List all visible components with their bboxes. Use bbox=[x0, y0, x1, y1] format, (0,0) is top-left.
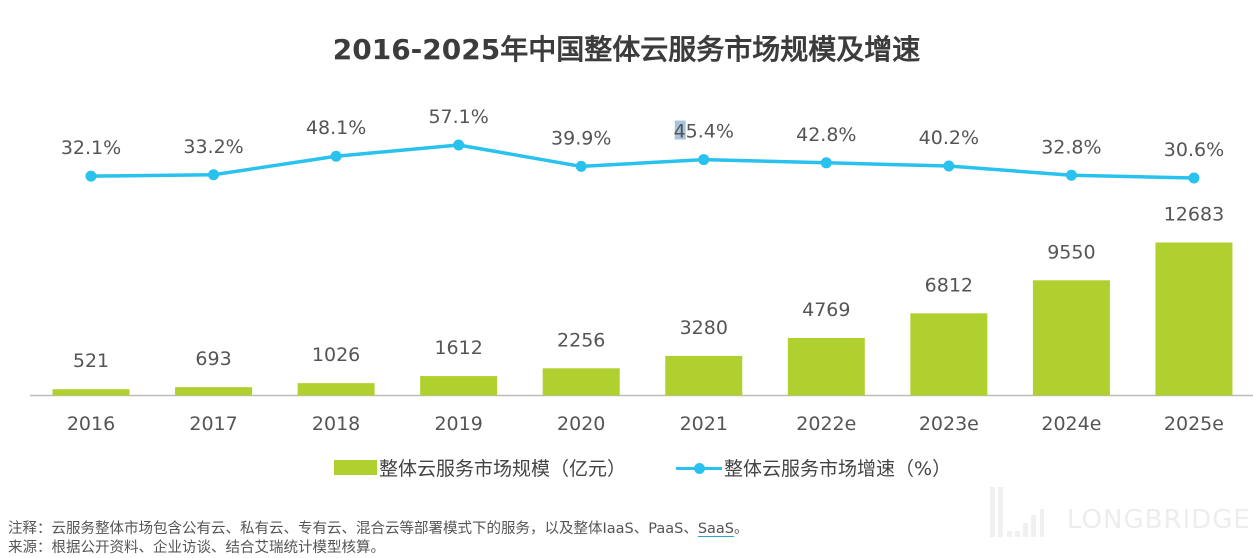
growth-value-label: 32.8% bbox=[1041, 136, 1101, 158]
legend-line-swatch bbox=[676, 461, 723, 475]
bar-value-label: 2256 bbox=[557, 329, 605, 351]
bar-value-label: 4769 bbox=[802, 299, 850, 321]
growth-value-label: 30.6% bbox=[1164, 139, 1224, 161]
source-line: 来源：根据公开资料、企业访谈、结合艾瑞统计模型核算。 bbox=[8, 540, 385, 556]
bar-2017 bbox=[175, 387, 253, 396]
text-selection-highlight bbox=[674, 120, 686, 140]
x-tick-label: 2018 bbox=[312, 413, 360, 435]
bar-value-label: 3280 bbox=[680, 317, 728, 339]
growth-point-2025e bbox=[1188, 172, 1200, 184]
growth-point-2024e bbox=[1065, 169, 1077, 181]
x-tick-label: 2016 bbox=[67, 413, 115, 435]
growth-point-2023e bbox=[943, 160, 955, 172]
note-text: 注释：云服务整体市场包含公有云、私有云、专有云、混合云等部署模式下的服务，以及整… bbox=[8, 521, 698, 537]
bar-value-label: 693 bbox=[195, 348, 231, 370]
combo-chart: 521 2016 693 2017 1026 2018 1612 2019 2256 2020 32… bbox=[30, 106, 1253, 435]
bar-2020 bbox=[542, 368, 620, 396]
x-tick-label: 2020 bbox=[557, 413, 605, 435]
bar-value-label: 1612 bbox=[434, 337, 482, 359]
x-tick-label: 2017 bbox=[189, 413, 237, 435]
chart-title: 2016-2025年中国整体云服务市场规模及增速 bbox=[332, 33, 921, 66]
bar-2025e bbox=[1155, 242, 1233, 396]
bar-2019 bbox=[420, 376, 498, 396]
x-tick-label: 2023e bbox=[919, 413, 979, 435]
growth-value-label: 57.1% bbox=[428, 106, 488, 128]
x-tick-label: 2019 bbox=[434, 413, 482, 435]
bar-2016 bbox=[52, 389, 130, 396]
bar-2023e bbox=[910, 313, 988, 396]
growth-value-label: 42.8% bbox=[796, 124, 856, 146]
note-line: 注释：云服务整体市场包含公有云、私有云、专有云、混合云等部署模式下的服务，以及整… bbox=[8, 520, 749, 539]
growth-line bbox=[90, 143, 1194, 180]
bar-value-label: 6812 bbox=[925, 274, 973, 296]
bar-2018 bbox=[297, 383, 375, 396]
bar-value-label: 521 bbox=[73, 350, 109, 372]
growth-point-2019 bbox=[453, 139, 465, 151]
legend-line-label: 整体云服务市场增速（%） bbox=[724, 458, 952, 480]
bar-value-label: 9550 bbox=[1047, 241, 1095, 263]
growth-point-2022e bbox=[820, 157, 832, 169]
growth-value-label: 33.2% bbox=[183, 136, 243, 158]
x-tick-label: 2025e bbox=[1164, 413, 1224, 435]
legend-bar-swatch bbox=[334, 460, 377, 475]
longbridge-logo-icon bbox=[990, 487, 1045, 537]
growth-value-label: 45.4% bbox=[674, 121, 734, 143]
bar-2022e bbox=[787, 337, 865, 396]
growth-value-label: 39.9% bbox=[551, 127, 611, 149]
growth-point-2021 bbox=[698, 154, 710, 166]
growth-value-label: 40.2% bbox=[919, 127, 979, 149]
legend-item-line: 整体云服务市场增速（%） bbox=[676, 454, 951, 481]
growth-point-2016 bbox=[85, 170, 97, 182]
x-tick-label: 2021 bbox=[680, 413, 728, 435]
growth-point-2017 bbox=[208, 169, 220, 181]
growth-point-2018 bbox=[330, 150, 342, 162]
footnotes: 注释：云服务整体市场包含公有云、私有云、专有云、混合云等部署模式下的服务，以及整… bbox=[8, 520, 749, 558]
legend-bar-label: 整体云服务市场规模（亿元） bbox=[379, 458, 627, 480]
growth-value-label: 32.1% bbox=[61, 137, 121, 159]
legend-item-bar: 整体云服务市场规模（亿元） bbox=[334, 454, 626, 481]
x-tick-label: 2022e bbox=[796, 413, 856, 435]
note-saas-link[interactable]: SaaS bbox=[697, 521, 735, 537]
growth-point-2020 bbox=[575, 160, 587, 172]
watermark: LONGBRIDGE bbox=[990, 487, 1251, 537]
bar-2024e bbox=[1032, 280, 1110, 396]
bar-value-label: 12683 bbox=[1164, 204, 1224, 226]
note-suffix: 。 bbox=[734, 521, 749, 537]
bar-value-label: 1026 bbox=[312, 344, 360, 366]
watermark-text: LONGBRIDGE bbox=[1067, 505, 1251, 535]
x-tick-label: 2024e bbox=[1041, 413, 1101, 435]
growth-value-label: 48.1% bbox=[306, 117, 366, 139]
bar-2021 bbox=[665, 355, 743, 396]
legend: 整体云服务市场规模（亿元） 整体云服务市场增速（%） bbox=[334, 454, 1001, 481]
